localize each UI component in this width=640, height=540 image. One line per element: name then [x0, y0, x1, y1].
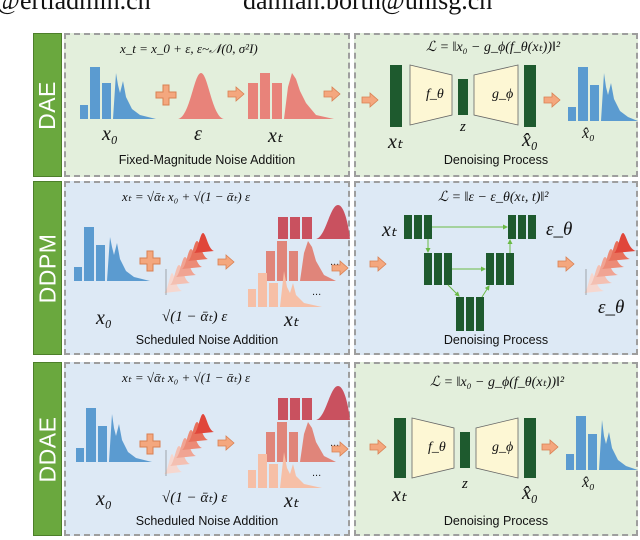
latent-label: z	[460, 119, 466, 135]
row-label-ddpm: DDPM	[33, 181, 62, 355]
autoencoder-network-icon	[394, 417, 536, 479]
noise-scale-symbol: √(1 − ᾱₜ) ε	[162, 309, 228, 325]
noise-gaussian-icon	[178, 73, 224, 119]
noise-scale-symbol: √(1 − ᾱₜ) ε	[162, 490, 228, 506]
arrow-right-icon	[369, 439, 387, 455]
xt-symbol: xₜ	[268, 125, 283, 147]
arrow-right-icon	[217, 254, 235, 270]
x0-symbol: x₀	[96, 307, 112, 329]
autoencoder-network-icon	[390, 64, 536, 127]
arrow-right-icon	[543, 92, 561, 108]
ddae-noise-caption: Scheduled Noise Addition	[135, 514, 279, 528]
xt-sequence-icon: ... ...	[248, 205, 350, 307]
x0-distribution-icon	[76, 408, 152, 462]
dae-noise-caption: Fixed-Magnitude Noise Addition	[118, 153, 296, 167]
ddpm-noise-formula: xₜ = √ᾱₜ x₀ + √(1 − ᾱₜ) ε	[122, 189, 251, 204]
ddae-denoise-panel: ℒ = ‖x₀ − g_ϕ(f_θ(xₜ))‖² f_θ g_ϕ z xₜ x̂…	[354, 362, 638, 536]
arrow-right-icon	[557, 256, 575, 272]
xt-sequence-icon: ... ...	[248, 386, 350, 488]
x0-symbol: x₀	[102, 123, 118, 145]
encoder-label: f_θ	[428, 440, 446, 455]
result-x0hat-symbol: x̂₀	[582, 125, 595, 142]
ddae-noise-formula: xₜ = √ᾱₜ x₀ + √(1 − ᾱₜ) ε	[122, 370, 251, 385]
result-eps-theta-symbol: ε_θ	[598, 297, 625, 318]
result-x0hat-symbol: x̂₀	[582, 474, 595, 491]
predicted-noise-stack-icon	[584, 233, 636, 295]
plus-icon	[139, 433, 161, 455]
x0-distribution-icon	[80, 67, 156, 119]
dae-denoise-caption: Denoising Process	[443, 153, 549, 167]
ddpm-noise-panel: xₜ = √ᾱₜ x₀ + √(1 − ᾱₜ) ε x₀ √(1 − ᾱₜ) ε…	[64, 181, 350, 355]
plus-icon	[139, 250, 161, 272]
output-x0hat-symbol: x̂₀	[522, 482, 538, 504]
dae-noise-formula: x_t = x_0 + ε, ε~𝒩(0, σ²I)	[120, 41, 258, 56]
arrow-right-icon	[331, 260, 349, 276]
dae-denoise-panel: ℒ = ‖x₀ − g_ϕ(f_θ(xₜ))‖² f_θ g_ϕ z xₜ x̂…	[354, 33, 638, 177]
ddpm-denoise-panel: ℒ = ‖ε − ε_θ(xₜ, t)‖² xₜ	[354, 181, 638, 355]
svg-text:...: ...	[330, 256, 339, 268]
svg-text:...: ...	[330, 437, 339, 449]
arrow-right-icon	[227, 86, 245, 102]
unet-network-icon	[404, 215, 536, 331]
arrow-right-icon	[217, 435, 235, 451]
header-left-email: @ertiadmin.ch	[0, 0, 151, 15]
output-x0hat-symbol: x̂₀	[522, 129, 538, 151]
output-eps-theta-symbol: ε_θ	[546, 219, 573, 240]
arrow-right-icon	[331, 441, 349, 457]
input-xt-symbol: xₜ	[382, 219, 397, 241]
dae-noise-panel: x_t = x_0 + ε, ε~𝒩(0, σ²I) x₀ ε xₜ Fixed…	[64, 33, 350, 177]
row-label-text: DAE	[34, 80, 61, 130]
row-label-text: DDAE	[34, 416, 60, 482]
x0-symbol: x₀	[96, 488, 112, 510]
ddae-noise-panel: xₜ = √ᾱₜ x₀ + √(1 − ᾱₜ) ε x₀ √(1 − ᾱₜ) ε…	[64, 362, 350, 536]
ddae-loss-formula: ℒ = ‖x₀ − g_ϕ(f_θ(xₜ))‖²	[430, 375, 565, 390]
x0-distribution-icon	[74, 227, 150, 281]
decoder-label: g_ϕ	[492, 440, 514, 455]
xt-distribution-icon	[248, 73, 334, 119]
input-xt-symbol: xₜ	[392, 484, 407, 506]
ddpm-denoise-caption: Denoising Process	[443, 333, 549, 347]
arrow-right-icon	[541, 439, 559, 455]
arrow-right-icon	[369, 256, 387, 272]
xt-symbol: xₜ	[284, 309, 299, 331]
ddpm-loss-formula: ℒ = ‖ε − ε_θ(xₜ, t)‖²	[438, 190, 549, 205]
encoder-label: f_θ	[426, 87, 444, 102]
xt-symbol: xₜ	[284, 490, 299, 512]
row-label-ddae: DDAE	[33, 362, 62, 536]
row-label-dae: DAE	[33, 33, 62, 177]
input-xt-symbol: xₜ	[388, 131, 403, 153]
header-right-email: damian.borth@unisg.ch	[243, 0, 493, 15]
arrow-right-icon	[361, 92, 379, 108]
svg-text:...: ...	[312, 467, 321, 479]
ddpm-noise-caption: Scheduled Noise Addition	[135, 333, 279, 347]
svg-text:...: ...	[312, 286, 321, 298]
scheduled-noise-stack-icon	[164, 233, 214, 295]
arrow-right-icon	[323, 86, 341, 102]
dae-loss-formula: ℒ = ‖x₀ − g_ϕ(f_θ(xₜ))‖²	[426, 40, 561, 55]
x0hat-distribution-icon	[566, 416, 638, 470]
epsilon-symbol: ε	[194, 123, 202, 145]
ddae-denoise-caption: Denoising Process	[443, 514, 549, 528]
plus-icon	[155, 84, 177, 106]
x0hat-distribution-icon	[568, 67, 638, 121]
decoder-label: g_ϕ	[492, 87, 514, 102]
scheduled-noise-stack-icon	[164, 414, 214, 476]
row-label-text: DDPM	[34, 233, 61, 303]
latent-label: z	[462, 476, 468, 492]
